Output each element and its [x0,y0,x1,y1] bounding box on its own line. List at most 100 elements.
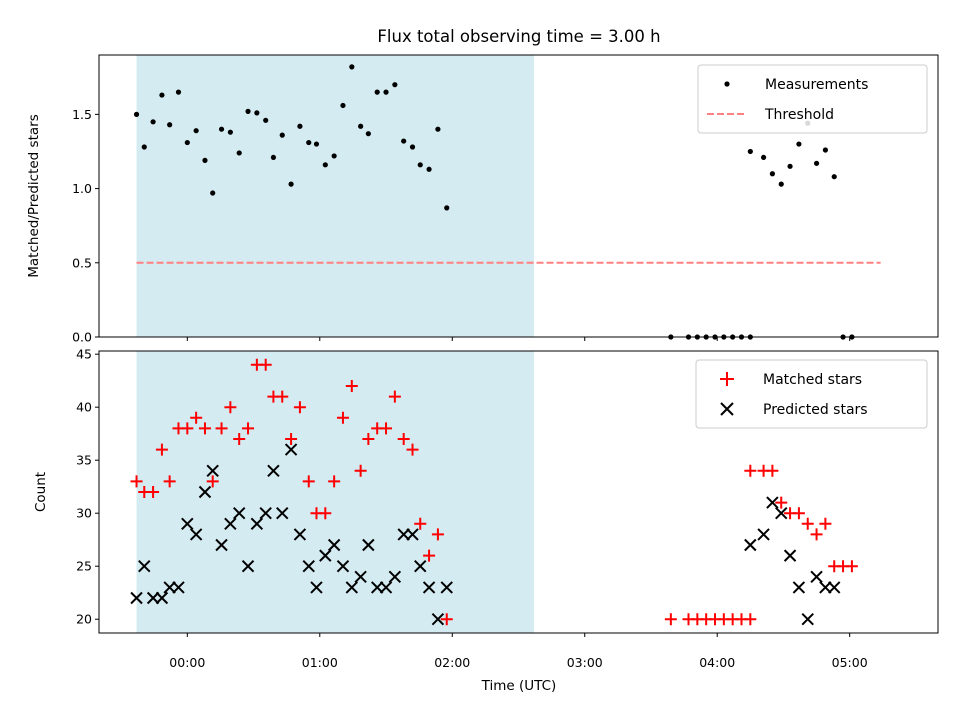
measurement-point [313,141,320,147]
matched-star-point [181,422,194,435]
x-axis-label: Time (UTC) [481,678,557,694]
count-panel-frame [98,350,939,634]
matched-star-point [801,517,814,530]
predicted-star-point [801,613,814,626]
measurement-point [365,131,371,137]
y-tick-label: 0.0 [72,330,92,345]
predicted-star-point [744,538,757,552]
matched-star-point [328,475,341,488]
y-tick-label: 0.5 [72,255,92,270]
x-tick-label: 04:00 [699,655,735,670]
predicted-star-point [138,560,151,573]
predicted-star-point [828,581,841,594]
measurement-point [245,108,251,114]
legend-matched-marker [720,372,734,386]
measurement-point [227,129,233,135]
predicted-star-point [810,570,823,584]
measurement-point [133,111,140,117]
measurement-point [306,139,312,146]
measurement-point [822,147,828,153]
predicted-star-point [345,581,359,594]
predicted-star-point [310,581,323,594]
ratio-panel: 0.0 0.5 1.0 1.5 Matched/Predicted stars Mea… [26,54,939,345]
predicted-star-point [819,581,832,594]
legend-measurements-label: Measurements [765,77,868,93]
matched-star-point [155,443,168,456]
legend-matched-label: Matched stars [763,372,862,388]
matched-star-point [130,475,143,488]
predicted-star-point [146,591,160,605]
predicted-star-point [181,517,194,531]
count-legend-box [695,359,928,429]
observing-interval-shade [136,351,534,633]
ratio-legend: Measurements Threshold [697,64,928,134]
measurement-point [340,102,346,109]
y-tick-label: 35 [76,453,92,468]
matched-star-point [810,528,823,541]
matched-star-point [190,411,203,424]
matched-star-point [285,432,298,445]
matched-star-point [345,379,358,392]
measurement-point [787,163,793,169]
matched-star-point [336,411,349,424]
predicted-star-point [293,528,307,541]
predicted-star-point [422,581,436,594]
matched-star-point [423,549,436,562]
predicted-star-point [370,581,384,594]
legend-threshold-label: Threshold [764,107,834,123]
chart-title: Flux total observing time = 3.00 h [377,27,660,46]
predicted-star-point [206,464,219,478]
measurement-point [349,64,355,70]
matched-star-point [766,464,779,477]
matched-star-point [215,422,228,435]
predicted-star-point [189,528,203,541]
matched-star-point [744,464,757,477]
predicted-star-point [267,464,280,478]
legend-predicted-label: Predicted stars [763,402,868,418]
x-tick-label: 00:00 [169,655,205,670]
predicted-star-point [241,560,255,573]
predicted-star-point [757,528,770,541]
measurement-point [444,205,450,211]
predicted-star-point [163,581,176,594]
matched-star-point [233,432,246,445]
predicted-star-point [775,506,788,520]
measurement-point [778,181,784,187]
matched-star-point [819,517,832,530]
matched-star-point [224,401,237,414]
legend-measurements-marker [724,81,730,87]
measurement-point [435,126,441,132]
matched-star-point [664,613,677,626]
matched-star-point [431,528,444,541]
measurement-point [175,89,182,95]
matched-star-point [845,560,858,573]
predicted-star-point [792,581,806,594]
ratio-y-axis-label: Matched/Predicted stars [26,114,42,277]
measurement-point [254,110,260,116]
measurement-point [167,122,173,128]
measurement-point [159,92,165,98]
measurement-point [322,162,328,168]
predicted-star-point [397,528,410,541]
predicted-star-point [783,549,797,562]
matched-star-point [242,422,255,435]
matched-star-point [440,613,453,626]
matched-star-point [319,507,332,520]
count-legend: Matched stars Predicted stars [695,359,928,429]
measurement-point [150,119,156,125]
predicted-star-point [362,538,375,552]
matched-star-point [792,507,805,520]
matched-star-point [775,496,788,509]
x-tick-label: 02:00 [434,655,470,670]
measurement-point [288,181,294,187]
predicted-star-point [431,613,445,626]
predicted-star-point [440,581,453,594]
matched-star-point [744,613,757,626]
predicted-star-point [276,506,289,520]
predicted-star-point [284,443,298,456]
matched-star-point [293,401,306,414]
y-tick-label: 25 [76,559,92,574]
measurement-point [236,150,242,156]
y-tick-label: 20 [76,612,92,627]
